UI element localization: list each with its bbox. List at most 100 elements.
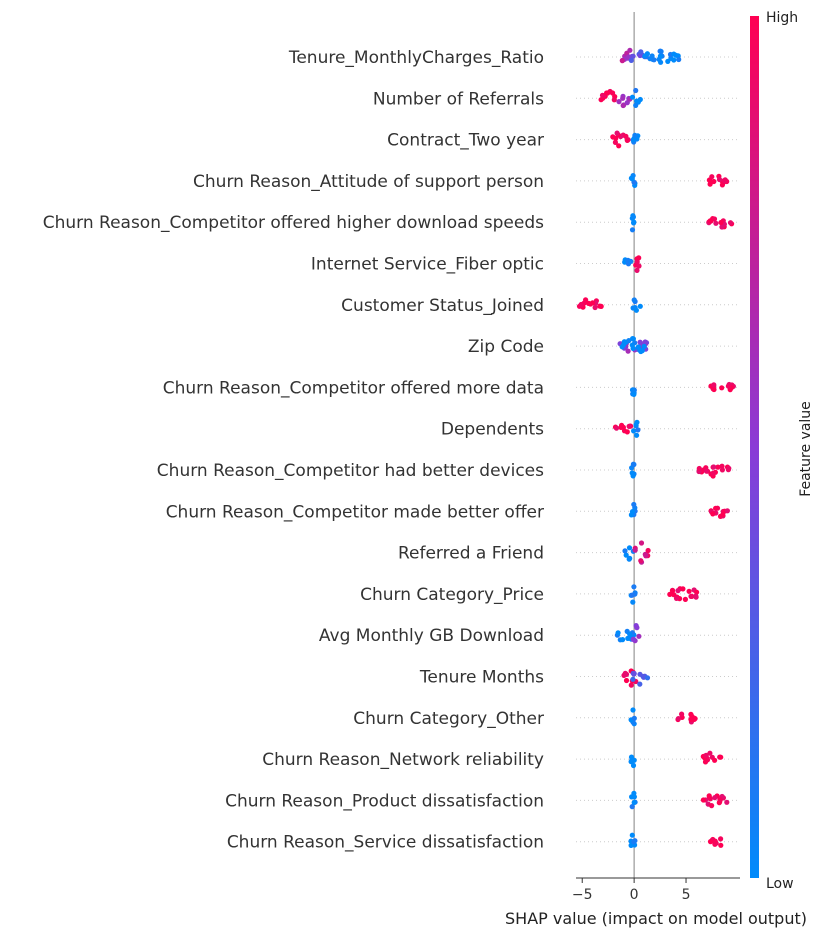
shap-point (624, 137, 630, 143)
shap-point (636, 633, 642, 639)
feature-label: Zip Code (468, 337, 544, 357)
shap-point (638, 540, 645, 546)
feature-label: Referred a Friend (398, 544, 544, 564)
shap-point (722, 177, 728, 183)
shap-point (631, 584, 637, 590)
shap-point (630, 137, 636, 143)
shap-point (724, 799, 730, 805)
feature-labels: Tenure_MonthlyCharges_Ratio Number of Ref… (43, 48, 544, 853)
shap-point (719, 467, 726, 473)
shap-point (682, 596, 689, 603)
shap-point (628, 512, 635, 518)
shap-point (711, 216, 718, 222)
shap-point (616, 143, 622, 149)
shap-point (620, 102, 626, 109)
shap-point (703, 468, 710, 474)
shap-point (688, 593, 694, 600)
feature-label: Tenure Months (419, 668, 544, 688)
shap-point (711, 178, 717, 185)
shap-point (631, 501, 637, 508)
shap-point (665, 58, 671, 64)
shap-point (627, 555, 633, 562)
row-guides (576, 56, 740, 843)
shap-point (597, 303, 603, 309)
shap-point (637, 671, 643, 677)
shap-point (630, 345, 636, 351)
shap-point (713, 505, 719, 511)
shap-point (623, 671, 630, 678)
shap-point (642, 551, 648, 558)
shap-point (630, 336, 636, 342)
shap-point (629, 832, 635, 838)
feature-label: Churn Reason_Competitor offered higher d… (43, 213, 544, 233)
feature-label: Dependents (441, 420, 544, 440)
shap-point (718, 836, 724, 842)
shap-point (615, 630, 621, 636)
colorbar-gradient (750, 16, 759, 878)
feature-label: Churn Reason_Competitor offered more dat… (163, 378, 544, 398)
shap-point (725, 383, 732, 389)
shap-point (707, 218, 713, 224)
shap-point (626, 545, 633, 551)
shap-point (693, 593, 699, 599)
shap-point (709, 174, 715, 180)
shap-point (669, 588, 676, 594)
shap-point (718, 842, 724, 848)
shap-point (637, 303, 643, 309)
shap-point (611, 97, 617, 103)
shap-point (620, 95, 626, 101)
shap-point (634, 625, 640, 631)
feature-label: Churn Reason_Service dissatisfaction (227, 833, 544, 853)
shap-point (623, 552, 629, 558)
shap-point (630, 707, 636, 713)
shap-point (630, 461, 637, 467)
shap-point (686, 588, 692, 594)
shap-point (657, 53, 664, 59)
shap-point (628, 842, 634, 849)
shap-point (715, 464, 721, 470)
shap-point (620, 637, 626, 643)
feature-label: Internet Service_Fiber optic (311, 255, 544, 275)
shap-point (631, 799, 637, 806)
shap-point (637, 96, 643, 103)
shap-point (629, 804, 635, 810)
shap-point (599, 92, 606, 98)
shap-point (716, 176, 723, 183)
shap-point (627, 47, 633, 53)
shap-point (631, 839, 637, 845)
shap-point (629, 176, 635, 182)
shap-point (629, 592, 635, 598)
shap-point (631, 715, 637, 722)
shap-point (633, 87, 639, 94)
shap-point (637, 339, 643, 345)
shap-point (675, 716, 682, 722)
colorbar-low-label: Low (766, 876, 794, 892)
shap-point (629, 227, 636, 233)
shap-point (724, 508, 731, 514)
shap-point (630, 636, 637, 642)
feature-label: Churn Reason_Competitor had better devic… (157, 461, 544, 481)
shap-point (630, 762, 637, 769)
shap-point (613, 135, 619, 141)
shap-point (644, 51, 651, 57)
shap-point (631, 671, 637, 677)
shap-point (711, 464, 717, 470)
feature-label: Contract_Two year (387, 131, 544, 151)
shap-point (688, 711, 694, 718)
shap-point (638, 49, 644, 55)
shap-point (614, 130, 620, 136)
feature-label: Customer Status_Joined (341, 296, 544, 316)
shap-point (586, 300, 592, 306)
shap-point (707, 750, 713, 756)
shap-dots (576, 47, 737, 849)
feature-label: Avg Monthly GB Download (319, 626, 544, 646)
feature-label: Churn Reason_Competitor made better offe… (166, 502, 544, 522)
colorbar-title: Feature value (798, 401, 814, 497)
shap-point (612, 139, 619, 145)
feature-label: Churn Category_Price (360, 585, 544, 605)
x-ticks: −5 0 5 (572, 878, 690, 903)
shap-point (658, 48, 664, 55)
shap-point (624, 429, 630, 435)
shap-point (631, 757, 637, 763)
